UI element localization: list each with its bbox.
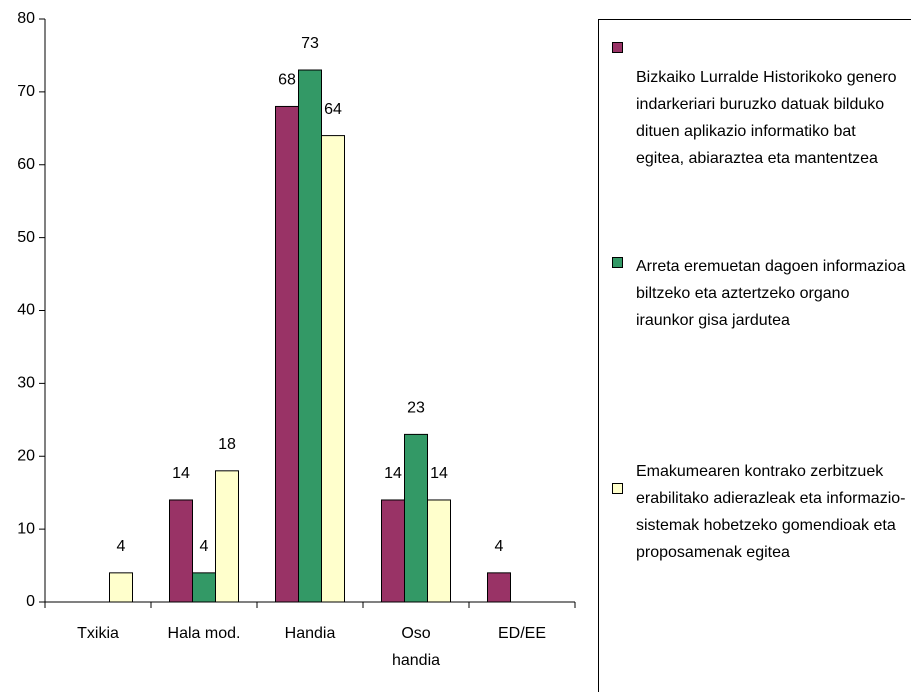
- bar: [275, 105, 299, 603]
- bar: [427, 499, 451, 603]
- y-tick-label: 20: [17, 447, 35, 464]
- data-label: 18: [218, 436, 236, 453]
- data-label: 73: [301, 35, 319, 52]
- y-tick-label: 80: [17, 10, 35, 27]
- legend-label: Emakumearen kontrako zerbitzuek erabilit…: [636, 463, 906, 561]
- y-tick-label: 70: [17, 83, 35, 100]
- x-tick-label: Handia: [284, 625, 336, 642]
- bar: [215, 470, 239, 603]
- y-tick-label: 40: [17, 302, 35, 319]
- y-tick-label: 50: [17, 229, 35, 246]
- bar: [381, 499, 405, 603]
- y-tick-label: 30: [17, 375, 35, 392]
- legend-marker: [612, 42, 623, 53]
- x-tick-label: Oso handia: [391, 625, 441, 669]
- data-label: 23: [407, 400, 425, 417]
- bar: [192, 572, 216, 603]
- legend: [598, 19, 911, 692]
- x-tick-label: ED/EE: [497, 625, 546, 642]
- y-tick-label: 0: [26, 593, 35, 610]
- data-label: 64: [324, 101, 342, 118]
- x-tick-label: Hala mod.: [167, 625, 241, 642]
- bar: [169, 499, 193, 603]
- legend-label: Arreta eremuetan dagoen informazioa bilt…: [636, 258, 906, 329]
- x-tick-label: Txikia: [77, 625, 119, 642]
- legend-label: Bizkaiko Lurralde Historikoko genero ind…: [636, 69, 897, 167]
- data-label: 14: [430, 465, 448, 482]
- legend-marker: [612, 257, 623, 268]
- bar: [321, 135, 345, 603]
- data-label: 4: [117, 538, 126, 555]
- data-label: 4: [495, 538, 504, 555]
- bar: [109, 572, 133, 603]
- bar: [404, 433, 428, 603]
- legend-marker: [612, 483, 623, 494]
- y-tick-label: 10: [17, 520, 35, 537]
- y-tick-label: 60: [17, 156, 35, 173]
- bar: [487, 572, 511, 603]
- data-label: 4: [200, 538, 209, 555]
- data-label: 14: [384, 465, 402, 482]
- data-label: 14: [172, 465, 190, 482]
- bar: [298, 69, 322, 603]
- data-label: 68: [278, 72, 296, 89]
